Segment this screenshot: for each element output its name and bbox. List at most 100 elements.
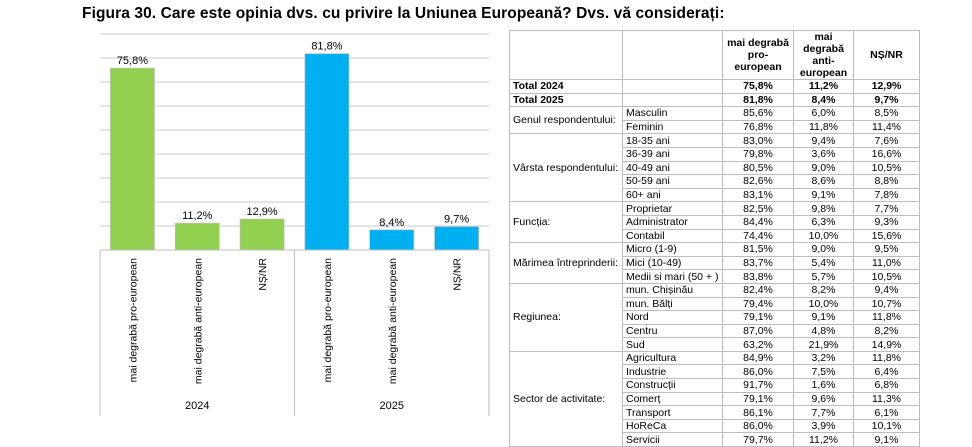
value-cell: 4,8% <box>793 323 854 339</box>
table-row: Regiunea: mun. Chișinău 82,4% 8,2% 9,4% <box>509 282 920 352</box>
value-cell: 11,0% <box>853 255 920 271</box>
row-label: Proprietar <box>622 201 723 216</box>
row-label: Industrie <box>622 364 723 380</box>
table-row: Industrie 86,0% 7,5% 6,4% <box>510 364 920 380</box>
row-label: 18-35 ani <box>622 133 723 148</box>
group-label: 2024 <box>185 400 209 412</box>
value-cell: 1,6% <box>793 378 854 393</box>
value-cell: 11,2% <box>793 79 854 94</box>
value-cell: 9,1% <box>853 432 920 447</box>
value-cell: 3,2% <box>793 350 854 366</box>
value-cell: 7,5% <box>793 364 854 380</box>
value-cell: 87,0% <box>722 323 794 339</box>
row-label: Servicii <box>622 432 723 447</box>
value-cell: 86,0% <box>722 418 794 434</box>
value-cell: 79,1% <box>722 310 794 325</box>
value-cell: 9,3% <box>853 214 920 230</box>
value-cell: 15,6% <box>853 228 920 244</box>
header-pro-european: mai degrabă pro-european <box>722 30 794 80</box>
table-row: Administrator 84,4% 6,3% 9,3% <box>510 214 920 230</box>
value-cell: 7,7% <box>793 405 854 420</box>
value-cell: 85,6% <box>722 106 794 121</box>
value-cell: 10,1% <box>853 418 920 434</box>
table-row: Funcția: Proprietar 82,5% 9,8% 7,7% <box>509 201 920 244</box>
row-label: Administrator <box>622 214 723 230</box>
header-cell-empty-1 <box>509 30 623 80</box>
value-cell: 8,6% <box>793 174 854 189</box>
value-cell: 8,8% <box>853 174 920 189</box>
category-label: mai degrabă pro-european <box>127 258 139 382</box>
value-cell: 6,1% <box>853 405 920 420</box>
category-label: NȘ/NR <box>257 258 269 291</box>
value-cell: 63,2% <box>722 337 794 352</box>
table-row: 50-59 ani 82,6% 8,6% 8,8% <box>510 174 920 189</box>
value-cell: 79,7% <box>722 432 794 447</box>
data-label: 11,2% <box>182 210 213 222</box>
value-cell: 83,7% <box>722 255 794 271</box>
row-label: Sud <box>622 337 723 352</box>
value-cell: 79,4% <box>722 296 794 312</box>
value-cell: 11,8% <box>853 310 920 325</box>
row-sublabel-empty <box>622 92 723 108</box>
value-cell: 6,4% <box>853 364 920 380</box>
value-cell: 75,8% <box>722 79 794 94</box>
row-label: Feminin <box>622 119 723 135</box>
value-cell: 11,2% <box>793 432 854 447</box>
value-cell: 11,3% <box>853 391 920 407</box>
value-cell: 10,0% <box>793 228 854 244</box>
row-label: Contabil <box>622 228 723 244</box>
table-row: Medii si mari (50 + ) 83,8% 5,7% 10,5% <box>510 269 920 284</box>
value-cell: 81,8% <box>722 92 794 108</box>
value-cell: 7,6% <box>853 133 920 148</box>
figure-title: Figura 30. Care este opinia dvs. cu priv… <box>82 5 725 22</box>
row-label: Total 2024 <box>509 79 623 94</box>
value-cell: 83,8% <box>722 269 794 284</box>
value-cell: 82,6% <box>722 174 794 189</box>
value-cell: 7,7% <box>853 201 920 216</box>
value-cell: 9,8% <box>793 201 854 216</box>
table-header-row: mai degrabă pro-european mai degrabă ant… <box>509 30 920 80</box>
category-label: mai degrabă pro-european <box>322 258 334 382</box>
value-cell: 9,1% <box>793 187 854 203</box>
group-label: Regiunea: <box>509 282 623 352</box>
table-row: Mici (10-49) 83,7% 5,4% 11,0% <box>510 255 920 271</box>
value-cell: 9,5% <box>853 242 920 257</box>
table-row: Mărimea întreprinderii: Micro (1-9) 81,5% 9… <box>509 242 920 284</box>
value-cell: 10,5% <box>853 160 920 176</box>
value-cell: 7,8% <box>853 187 920 203</box>
row-label: Agricultura <box>622 350 723 366</box>
row-label: Masculin <box>622 106 723 121</box>
value-cell: 9,1% <box>793 310 854 325</box>
table-row: Vârsta respondentului: 18-35 ani 83,0% 9,4%… <box>509 133 920 203</box>
value-cell: 83,0% <box>722 133 794 148</box>
value-cell: 86,0% <box>722 364 794 380</box>
group-label: 2025 <box>380 400 404 412</box>
value-cell: 80,5% <box>722 160 794 176</box>
category-label: mai degrabă anti-european <box>192 258 204 384</box>
row-label: mun. Bălți <box>622 296 723 312</box>
header-anti-european: mai degrabă anti-european <box>793 30 854 80</box>
value-cell: 11,4% <box>853 119 920 135</box>
value-cell: 9,0% <box>793 242 854 257</box>
value-cell: 8,5% <box>853 106 920 121</box>
value-cell: 5,7% <box>793 269 854 284</box>
value-cell: 76,8% <box>722 119 794 135</box>
bar-2024-0 <box>110 67 155 251</box>
row-sublabel-empty <box>622 79 723 94</box>
data-label: 12,9% <box>246 206 277 218</box>
group-label: Sector de activitate: <box>509 350 623 447</box>
value-cell: 9,6% <box>793 391 854 407</box>
table-row: Sector de activitate: Agricultura 84,9% 3,2… <box>509 350 920 447</box>
value-cell: 81,5% <box>722 242 794 257</box>
value-cell: 10,0% <box>793 296 854 312</box>
bar-2025-0 <box>304 53 350 251</box>
row-label: mun. Chișinău <box>622 282 723 298</box>
category-label: mai degrabă anti-european <box>387 258 399 384</box>
category-label: NȘ/NR <box>452 258 464 291</box>
row-label: Centru <box>622 323 723 339</box>
value-cell: 21,9% <box>793 337 854 352</box>
row-label: 50-59 ani <box>622 174 723 189</box>
group-label: Genul respondentului: <box>509 106 623 135</box>
data-label: 75,8% <box>117 55 148 67</box>
bar-2025-2 <box>434 226 479 251</box>
